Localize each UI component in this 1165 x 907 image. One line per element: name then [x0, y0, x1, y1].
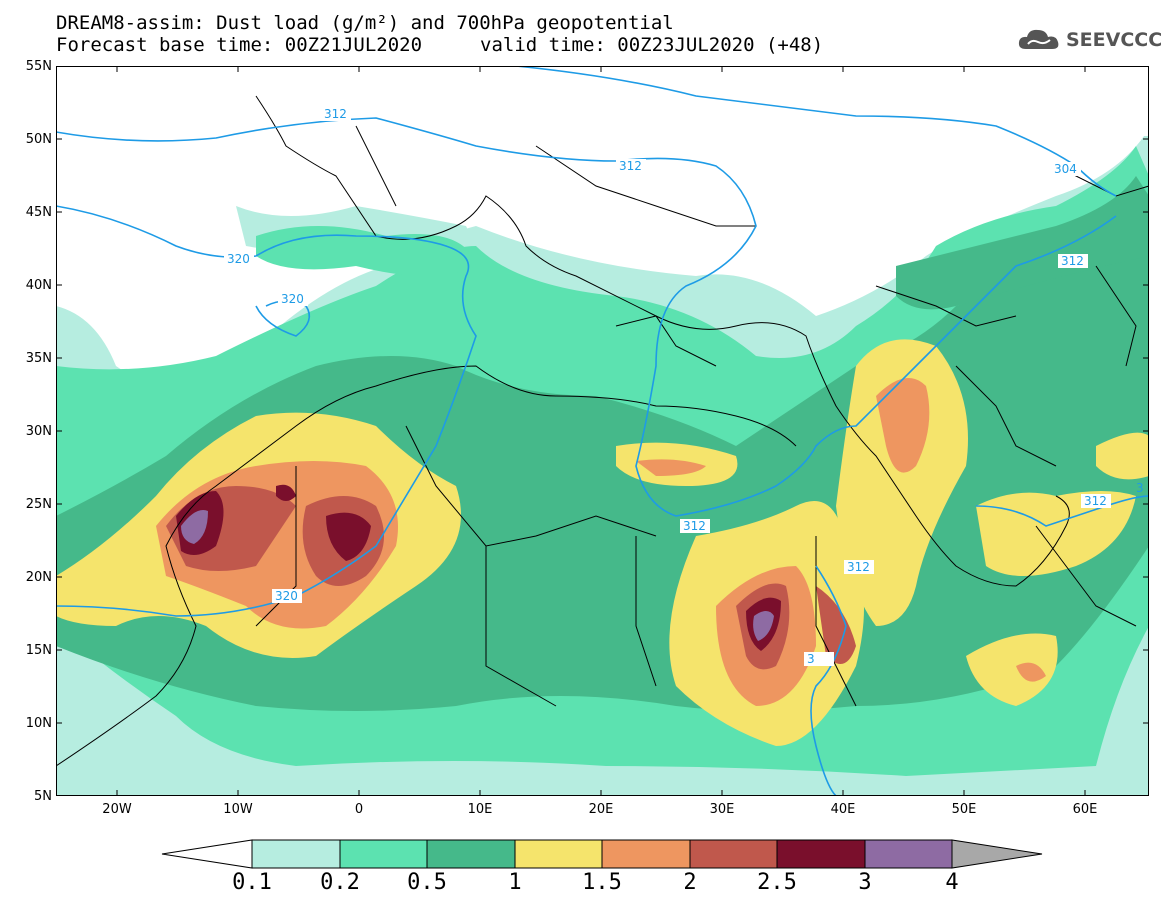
lat-label: 30N: [25, 424, 52, 439]
colorbar-swatch: [864, 839, 953, 869]
lat-label: 5N: [34, 789, 52, 804]
dust-area-3: [181, 510, 774, 641]
logo-text: SEEVCCC: [1066, 29, 1163, 51]
colorbar-swatch: [776, 839, 866, 869]
seevccc-logo: SEEVCCC: [1018, 27, 1162, 53]
colorbar-label: 4: [945, 870, 959, 895]
lon-label: 10E: [467, 802, 493, 817]
lat-label: 40N: [25, 278, 52, 293]
colorbar-swatch: [689, 839, 778, 869]
contour-label: 312: [847, 560, 870, 574]
contour-label-group: 312 304 320 320 320 312 312 312 312 312 …: [224, 107, 1144, 666]
contour-label: 3: [1136, 481, 1144, 495]
colorbar-label: 2.5: [757, 870, 797, 895]
contour-label: 312: [619, 159, 642, 173]
lon-label: 30E: [709, 802, 735, 817]
colorbar-label: 1: [508, 870, 522, 895]
contour-label: 304: [1054, 162, 1077, 176]
lat-label: 20N: [25, 570, 52, 585]
colorbar-swatch: [601, 839, 691, 869]
lat-label: 10N: [25, 716, 52, 731]
lon-label: 0: [354, 802, 364, 817]
colorbar-label: 0.5: [407, 870, 447, 895]
map-title: DREAM8-assim: Dust load (g/m²) and 700hP…: [56, 12, 674, 34]
colorbar: [161, 839, 1043, 869]
colorbar-label: 2: [683, 870, 697, 895]
lon-label: 20E: [588, 802, 614, 817]
colorbar-low-arrow: [161, 839, 253, 869]
contour-label: 312: [683, 519, 706, 533]
contour-label: 320: [275, 589, 298, 603]
colorbar-label: 1.5: [582, 870, 622, 895]
lon-label: 10W: [223, 802, 253, 817]
forecast-base-time: Forecast base time: 00Z21JUL2020: [56, 34, 423, 56]
colorbar-high-arrow: [951, 839, 1043, 869]
colorbar-label: 3: [858, 870, 872, 895]
colorbar-swatch: [514, 839, 603, 869]
contour-label: 312: [1061, 254, 1084, 268]
lon-label: 20W: [102, 802, 132, 817]
contour-label: 312: [324, 107, 347, 121]
dust-map: 312 304 320 320 320 312 312 312 312 312 …: [56, 66, 1149, 796]
lat-label: 15N: [25, 643, 52, 658]
colorbar-label: 0.2: [320, 870, 360, 895]
contour-label: 320: [227, 252, 250, 266]
contour-label: 312: [1084, 494, 1107, 508]
contour-label: 320: [281, 292, 304, 306]
lat-label: 55N: [25, 59, 52, 74]
lon-label: 40E: [830, 802, 856, 817]
lat-label: 25N: [25, 497, 52, 512]
lat-label: 50N: [25, 132, 52, 147]
cloud-icon: [1018, 29, 1059, 49]
colorbar-swatch: [426, 839, 516, 869]
axis-ticks: [56, 66, 1149, 796]
lat-label: 45N: [25, 205, 52, 220]
colorbar-swatch: [339, 839, 428, 869]
lat-label: 35N: [25, 351, 52, 366]
colorbar-label: 0.1: [232, 870, 272, 895]
lon-label: 60E: [1072, 802, 1098, 817]
valid-time: valid time: 00Z23JUL2020 (+48): [480, 34, 824, 56]
contour-label: 3: [807, 652, 815, 666]
lon-label: 50E: [951, 802, 977, 817]
colorbar-swatch: [251, 839, 341, 869]
